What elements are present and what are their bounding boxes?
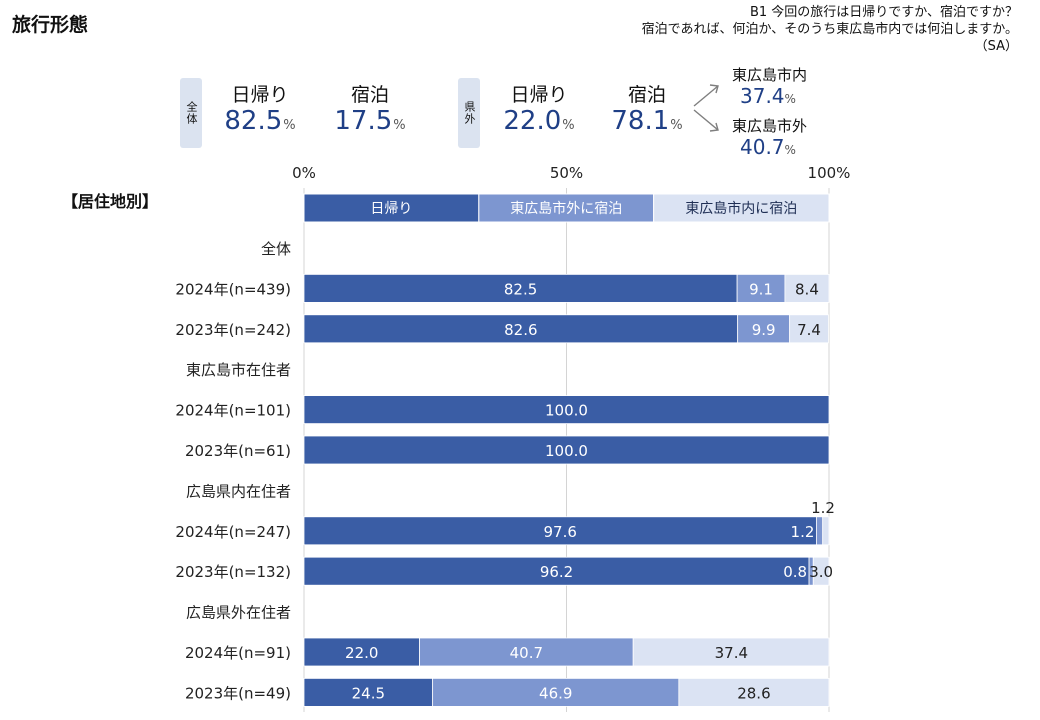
overall-stay-kpi: 宿泊 17.5% <box>325 84 415 141</box>
data-label: 8.4 <box>795 280 819 298</box>
bar-segment <box>678 678 830 707</box>
bar-segment <box>812 556 830 586</box>
legend-swatch <box>303 193 480 223</box>
bar-segment <box>303 435 830 465</box>
outpref-tag: 県外 <box>458 78 480 148</box>
overall-daytrip-value: 82.5 <box>224 106 283 136</box>
group-label: 広島県内在住者 <box>186 482 291 500</box>
split-arrows <box>693 84 719 132</box>
data-label: 100.0 <box>545 402 588 420</box>
question-line-2: 宿泊であれば、何泊か、そのうち東広島市内では何泊しますか。 <box>641 22 1018 37</box>
in-city-label: 東広島市内 <box>732 66 808 84</box>
group-label: 全体 <box>261 240 291 258</box>
data-label: 100.0 <box>545 442 588 460</box>
bar-segment <box>303 395 830 425</box>
bar-segment <box>632 637 830 667</box>
row-label: 2024年(n=439) <box>175 280 291 298</box>
data-label: 9.9 <box>752 321 776 339</box>
bar-segment <box>303 516 817 546</box>
pct-sign: % <box>784 143 796 157</box>
data-label: 96.2 <box>540 563 573 581</box>
outpref-stay-kpi: 宿泊 78.1% <box>602 84 692 141</box>
legend-swatch <box>478 193 655 223</box>
legend-label: 日帰り <box>370 200 412 217</box>
bar-segment <box>784 273 830 303</box>
row-label: 2023年(n=61) <box>185 442 291 460</box>
in-city-value: 37.4 <box>740 84 785 108</box>
data-label: 82.6 <box>504 321 537 339</box>
x-tick-label: 50% <box>550 164 583 182</box>
bar-segment <box>789 314 829 344</box>
bar-segment <box>303 273 738 303</box>
outpref-daytrip-label: 日帰り <box>510 84 568 106</box>
out-city-label: 東広島市外 <box>732 117 808 135</box>
section-label: 【居住地別】 <box>62 192 159 211</box>
overall-tag: 全体 <box>180 78 202 148</box>
data-label: 97.6 <box>543 523 576 541</box>
row-label: 2023年(n=49) <box>185 684 291 702</box>
legend-label: 東広島市内に宿泊 <box>685 200 797 217</box>
bar-segment <box>419 637 634 667</box>
data-label: 22.0 <box>345 644 378 662</box>
overall-daytrip-label: 日帰り <box>231 84 289 106</box>
out-city-value: 40.7 <box>740 135 785 159</box>
group-label: 東広島市在住者 <box>186 361 291 379</box>
row-label: 2024年(n=91) <box>185 644 291 662</box>
bar-segment <box>736 273 786 303</box>
question-line-3: （SA） <box>974 39 1018 54</box>
data-label: 1.2 <box>811 499 835 517</box>
bar-segment <box>816 516 824 546</box>
pct-sign: % <box>670 118 683 133</box>
bar-segment <box>303 678 434 707</box>
pct-sign: % <box>562 118 575 133</box>
outpref-daytrip-value: 22.0 <box>503 106 562 136</box>
data-label: 40.7 <box>510 644 543 662</box>
data-label: 24.5 <box>352 684 385 702</box>
pct-sign: % <box>393 118 406 133</box>
question-text: B1 今回の旅行は日帰りですか、宿泊ですか？ 宿泊であれば、何泊か、そのうち東広… <box>642 4 1018 55</box>
legend-swatch <box>653 193 830 223</box>
overall-stay-label: 宿泊 <box>350 84 389 106</box>
outpref-stay-value: 78.1 <box>611 106 670 136</box>
row-label: 2023年(n=242) <box>175 321 291 339</box>
bar-segment <box>822 516 830 546</box>
bar-segment <box>432 678 680 707</box>
data-label: 3.0 <box>809 563 833 581</box>
outpref-daytrip-kpi: 日帰り 22.0% <box>493 84 585 141</box>
overall-stay-value: 17.5 <box>334 106 393 136</box>
bar-segment <box>737 314 791 344</box>
overall-daytrip-kpi: 日帰り 82.5% <box>215 84 305 141</box>
data-label: 28.6 <box>737 684 770 702</box>
data-label: 37.4 <box>715 644 748 662</box>
out-city-kpi: 東広島市外 40.7% <box>732 117 807 162</box>
data-label: 7.4 <box>797 321 821 339</box>
row-label: 2023年(n=132) <box>175 563 291 581</box>
legend-label: 東広島市外に宿泊 <box>510 200 622 217</box>
bar-segment <box>303 314 739 344</box>
bar-segment <box>303 637 420 667</box>
data-label: 0.8 <box>783 563 807 581</box>
question-line-1: B1 今回の旅行は日帰りですか、宿泊ですか？ <box>749 5 1018 20</box>
data-label: 82.5 <box>504 280 537 298</box>
x-tick-label: 0% <box>292 164 316 182</box>
x-tick-label: 100% <box>808 164 851 182</box>
outpref-stay-label: 宿泊 <box>627 84 666 106</box>
page-title: 旅行形態 <box>12 14 89 36</box>
pct-sign: % <box>784 92 796 106</box>
row-label: 2024年(n=101) <box>175 402 291 420</box>
data-label: 46.9 <box>539 684 572 702</box>
group-label: 広島県外在住者 <box>186 604 291 622</box>
data-label: 1.2 <box>791 523 815 541</box>
pct-sign: % <box>283 118 296 133</box>
row-label: 2024年(n=247) <box>175 523 291 541</box>
bar-segment <box>303 556 810 586</box>
data-label: 9.1 <box>749 280 773 298</box>
in-city-kpi: 東広島市内 37.4% <box>732 66 807 111</box>
